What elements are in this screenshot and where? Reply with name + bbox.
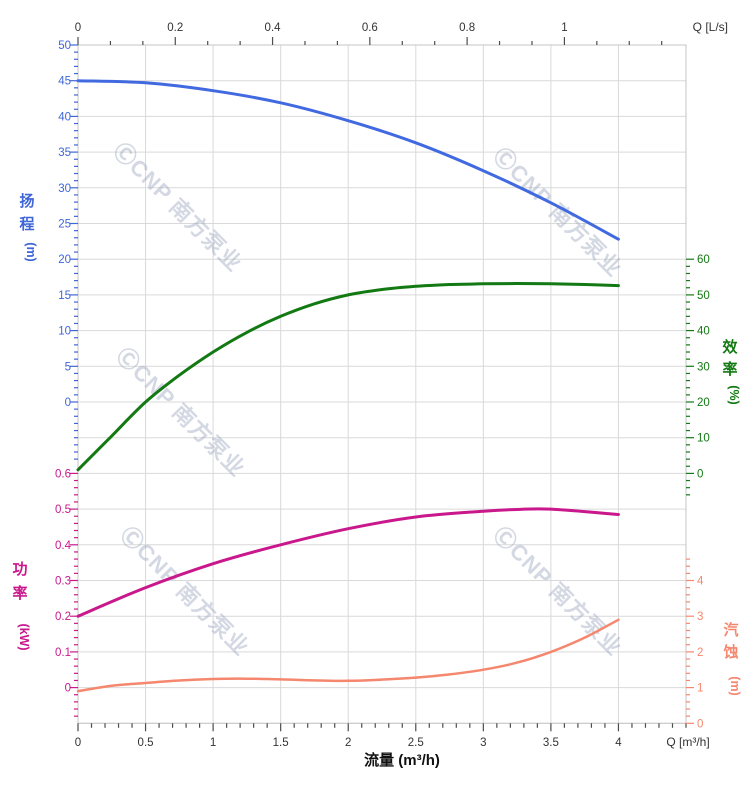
- efficiency-curve: [76, 281, 620, 472]
- y-axis-npsh-title-char: 蚀: [722, 643, 738, 661]
- y-axis-npsh-tick-label: 0: [697, 718, 703, 730]
- bottom-axis-unit-label: Q [m³/h]: [666, 735, 709, 749]
- y-axis-power-tick-label: 0.4: [55, 540, 72, 552]
- y-axis-power: 0.6 0.5 0.4 0.3 0.2 0.1 0 功率 (kW): [12, 468, 78, 717]
- y-axis-efficiency-tick-label: 30: [697, 361, 710, 373]
- bottom-axis: 0 0.5 1 1.5 2 2.5 3 3.5 4 Q [m³/h] 流量 (m³/h): [75, 723, 710, 769]
- y-axis-head-tick-label: 50: [58, 40, 71, 52]
- y-axis-efficiency-tick-label: 40: [697, 326, 710, 338]
- y-axis-npsh-tick-label: 2: [697, 647, 703, 659]
- y-axis-npsh: 4 3 2 1 0 汽蚀 (m): [686, 558, 742, 730]
- y-axis-npsh-unit-label: (m): [728, 676, 742, 695]
- y-axis-head-tick-label: 35: [58, 147, 71, 159]
- bottom-axis-tick-label: 4: [615, 737, 622, 749]
- bottom-axis-tick-label: 0.5: [138, 737, 154, 749]
- x-axis-title: 流量 (m³/h): [364, 751, 440, 769]
- y-axis-npsh-title-char: 汽: [723, 621, 738, 639]
- top-axis-tick-label: 1: [561, 22, 567, 34]
- top-axis-tick-label: 0.2: [167, 22, 183, 34]
- y-axis-power-title-char: 率: [12, 584, 27, 602]
- y-axis-npsh-tick-label: 3: [697, 611, 703, 623]
- top-axis-tick-label: 0.8: [459, 22, 475, 34]
- bottom-axis-tick-label: 3: [480, 737, 486, 749]
- y-axis-efficiency-tick-label: 60: [697, 254, 710, 266]
- y-axis-head-title-char: 扬: [19, 192, 34, 210]
- y-axis-efficiency: 60 50 40 30 20 10 0 效率 (%): [686, 254, 741, 496]
- y-axis-power-tick-label: 0.5: [55, 504, 71, 516]
- y-axis-npsh-tick-label: 1: [697, 683, 703, 695]
- bottom-axis-tick-label: 2: [345, 737, 351, 749]
- watermark-cnp-logo-text: ⒸCNP 南方泵业: [488, 522, 627, 661]
- y-axis-power-tick-label: 0.6: [55, 468, 71, 480]
- head-curve: [76, 79, 620, 241]
- y-axis-power-tick-label: 0: [65, 683, 71, 695]
- y-axis-head-tick-label: 40: [58, 111, 71, 123]
- y-axis-power-unit-label: (kW): [17, 623, 31, 650]
- y-axis-npsh-tick-label: 4: [697, 576, 704, 588]
- y-axis-head-tick-label: 0: [65, 397, 71, 409]
- y-axis-head-title-char: 程: [19, 216, 34, 233]
- curves: [76, 79, 620, 693]
- y-axis-power-tick-label: 0.2: [55, 611, 71, 623]
- y-axis-head-tick-label: 25: [58, 219, 71, 231]
- top-axis-tick-label: 0.4: [265, 22, 282, 34]
- y-axis-efficiency-tick-label: 0: [697, 468, 703, 480]
- y-axis-power-tick-label: 0.1: [55, 647, 71, 659]
- top-axis-tick-label: 0.6: [362, 22, 378, 34]
- y-axis-efficiency-tick-label: 20: [697, 397, 710, 409]
- y-axis-head-tick-label: 15: [58, 290, 71, 302]
- y-axis-head-tick-label: 5: [65, 361, 71, 373]
- y-axis-power-title-char: 功: [12, 561, 27, 578]
- grid: [77, 44, 687, 724]
- npsh-curve: [76, 618, 620, 693]
- bottom-axis-tick-label: 0: [75, 737, 81, 749]
- watermark-cnp-logo-text: ⒸCNP 南方泵业: [108, 138, 247, 277]
- y-axis-head-tick-label: 20: [58, 254, 71, 266]
- bottom-axis-tick-label: 1: [210, 737, 216, 749]
- y-axis-head-tick-label: 30: [58, 183, 71, 195]
- y-axis-efficiency-title-char: 率: [722, 360, 737, 378]
- top-axis-unit-label: Q [L/s]: [693, 20, 728, 34]
- bottom-axis-tick-label: 3.5: [543, 737, 559, 749]
- y-axis-efficiency-title-char: 效: [722, 338, 738, 356]
- top-axis-tick-label: 0: [75, 22, 81, 34]
- y-axis-power-tick-label: 0.3: [55, 576, 71, 588]
- top-axis: 0 0.2 0.4 0.6 0.8 1 Q [L/s]: [75, 20, 728, 45]
- bottom-axis-tick-label: 1.5: [273, 737, 289, 749]
- y-axis-efficiency-tick-label: 10: [697, 433, 710, 445]
- watermark-cnp-logo-text: ⒸCNP 南方泵业: [488, 143, 627, 282]
- bottom-axis-tick-label: 2.5: [408, 737, 424, 749]
- power-curve: [76, 507, 620, 618]
- y-axis-head-tick-label: 45: [58, 76, 71, 88]
- y-axis-efficiency-unit-label: (%): [727, 385, 741, 404]
- y-axis-head-tick-label: 10: [58, 326, 71, 338]
- y-axis-head-unit-label: (m): [24, 242, 38, 261]
- y-axis-efficiency-tick-label: 50: [697, 290, 710, 302]
- watermark-cnp-logo-text: ⒸCNP 南方泵业: [111, 343, 250, 482]
